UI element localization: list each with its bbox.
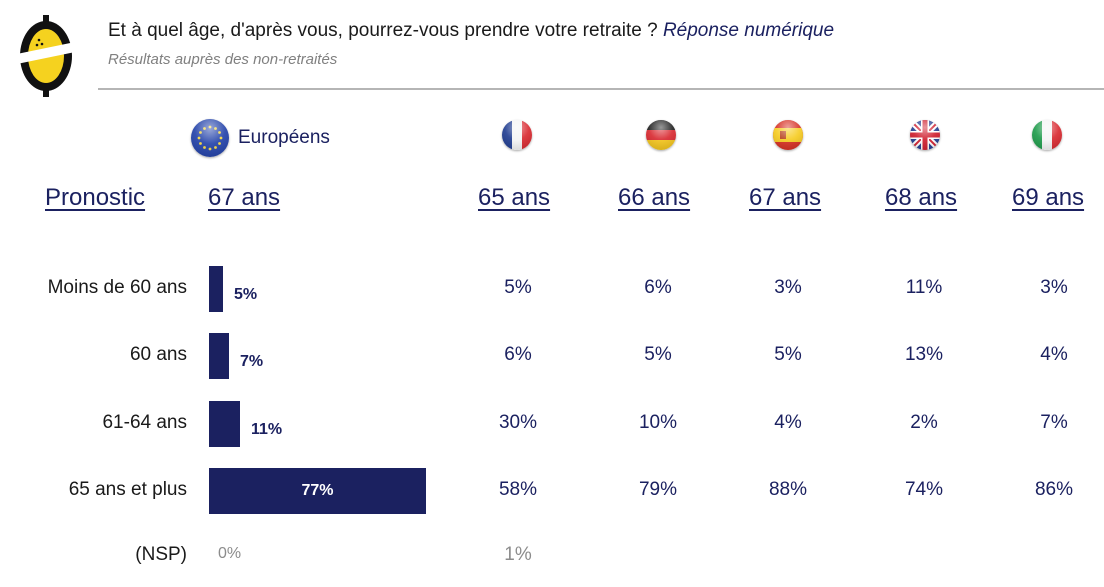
cell-value: 4%: [1040, 344, 1068, 365]
chart-title-note: Réponse numérique: [662, 20, 835, 41]
bar-value-label: 5%: [234, 286, 258, 303]
pronostic-header: Pronostic: [45, 184, 146, 211]
pronostic-france: 65 ans: [478, 184, 551, 211]
cell-value: 79%: [638, 479, 678, 500]
cell-value: 74%: [904, 479, 944, 500]
cell-value: 1%: [504, 544, 532, 565]
cell-value: 30%: [498, 412, 538, 433]
france-flag-icon: [502, 120, 532, 150]
eu-flag-icon: [191, 119, 229, 157]
chart-subtitle: Résultats auprès des non-retraités: [108, 51, 338, 68]
row-label: 60 ans: [129, 344, 187, 365]
row-label: 61-64 ans: [102, 412, 187, 433]
cell-value: 86%: [1034, 479, 1074, 500]
bar-europeens: [209, 401, 240, 447]
header-divider: [98, 88, 1104, 90]
germany-flag-icon: [646, 120, 676, 150]
bar-europeens: [209, 468, 426, 514]
cell-value: 10%: [638, 412, 678, 433]
row-label: 65 ans et plus: [68, 479, 187, 500]
pronostic-germany: 66 ans: [618, 184, 691, 211]
pronostic-europeens: 67 ans: [208, 184, 281, 211]
pronostic-italy: 69 ans: [1012, 184, 1085, 211]
cell-value: 6%: [644, 277, 672, 298]
europeans-label: Européens: [238, 127, 330, 148]
uk-flag-icon: [910, 120, 940, 150]
bar-value-label: 7%: [240, 353, 264, 370]
pronostic-spain: 67 ans: [749, 184, 822, 211]
chart-title: Et à quel âge, d'après vous, pourrez-vou…: [108, 20, 834, 42]
lemon-logo-icon: [12, 15, 80, 97]
chart-title-main: Et à quel âge, d'après vous, pourrez-vou…: [108, 20, 663, 41]
pronostic-uk: 68 ans: [885, 184, 958, 211]
cell-value: 3%: [1040, 277, 1068, 298]
bar-value-label: 77%: [301, 482, 334, 499]
spain-flag-icon: [773, 120, 803, 150]
italy-flag-icon: [1032, 120, 1062, 150]
cell-value: 5%: [774, 344, 802, 365]
cell-value: 7%: [1040, 412, 1068, 433]
cell-value: 58%: [498, 479, 538, 500]
bar-value-label: 0%: [218, 545, 242, 562]
cell-value: 13%: [904, 344, 944, 365]
row-label: (NSP): [135, 544, 187, 565]
cell-value: 5%: [644, 344, 672, 365]
bar-value-label: 11%: [251, 421, 283, 438]
cell-value: 88%: [768, 479, 808, 500]
row-label: Moins de 60 ans: [47, 277, 187, 298]
cell-value: 11%: [905, 277, 943, 298]
bar-europeens: [209, 333, 229, 379]
cell-value: 4%: [774, 412, 802, 433]
cell-value: 3%: [774, 277, 802, 298]
cell-value: 2%: [910, 412, 938, 433]
cell-value: 5%: [504, 277, 532, 298]
bar-europeens: [209, 266, 223, 312]
cell-value: 6%: [504, 344, 532, 365]
